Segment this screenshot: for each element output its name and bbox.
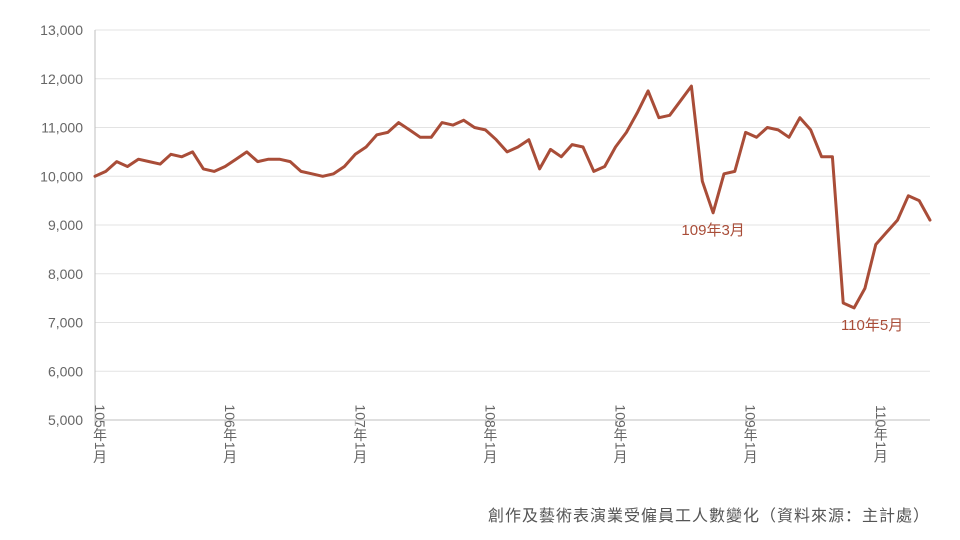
x-tick-label: 105年1月 xyxy=(92,404,108,464)
y-tick-label: 13,000 xyxy=(40,22,83,38)
line-chart: 5,000 6,000 7,000 8,000 9,000 10,000 11,000 12,… xyxy=(0,0,960,540)
y-tick-label: 12,000 xyxy=(40,71,83,87)
y-tick-label: 8,000 xyxy=(48,266,83,282)
x-tick-label: 109年1月 xyxy=(743,404,759,464)
y-tick-label: 7,000 xyxy=(48,315,83,331)
chart-container: 5,000 6,000 7,000 8,000 9,000 10,000 11,000 12,… xyxy=(0,0,960,540)
chart-caption: 創作及藝術表演業受僱員工人數變化（資料來源：主計處） xyxy=(488,502,930,526)
x-tick-label: 106年1月 xyxy=(222,404,238,464)
y-tick-label: 10,000 xyxy=(40,168,83,184)
data-line xyxy=(95,86,930,308)
x-tick-label: 107年1月 xyxy=(352,404,368,464)
y-tick-label: 6,000 xyxy=(48,363,83,379)
y-tick-label: 11,000 xyxy=(41,120,83,136)
annotation-label: 109年3月 xyxy=(681,222,744,239)
y-tick-label: 9,000 xyxy=(48,217,83,233)
x-tick-label: 110年1月 xyxy=(873,405,889,464)
annotation-label: 110年5月 xyxy=(841,317,903,334)
x-tick-label: 109年1月 xyxy=(613,404,629,464)
y-tick-label: 5,000 xyxy=(48,412,83,428)
x-tick-label: 108年1月 xyxy=(482,404,498,464)
